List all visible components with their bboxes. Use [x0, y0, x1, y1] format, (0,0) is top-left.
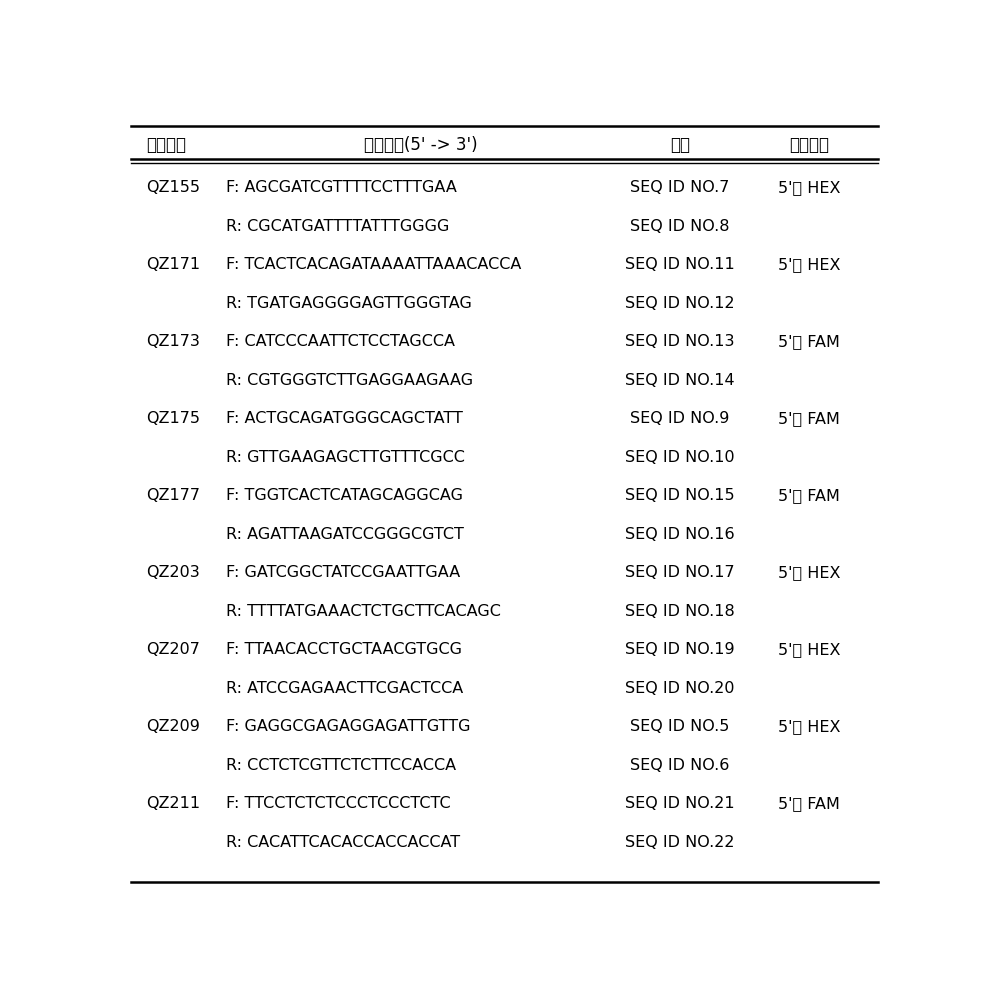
Text: R: TGATGAGGGGAGTTGGGTAG: R: TGATGAGGGGAGTTGGGTAG	[226, 296, 471, 311]
Text: R: CCTCTCGTTCTCTTCCACCA: R: CCTCTCGTTCTCTTCCACCA	[226, 758, 456, 773]
Text: F: TTCCTCTCTCCCTCCCTCTC: F: TTCCTCTCTCCCTCCCTCTC	[226, 796, 451, 811]
Text: SEQ ID NO.11: SEQ ID NO.11	[625, 257, 735, 272]
Text: QZ155: QZ155	[146, 180, 200, 195]
Text: SEQ ID NO.14: SEQ ID NO.14	[625, 373, 734, 388]
Text: QZ171: QZ171	[146, 257, 200, 272]
Text: SEQ ID NO.5: SEQ ID NO.5	[630, 719, 729, 734]
Text: 5'端 HEX: 5'端 HEX	[778, 180, 840, 195]
Text: SEQ ID NO.19: SEQ ID NO.19	[625, 642, 734, 657]
Text: 5'端 FAM: 5'端 FAM	[778, 796, 840, 811]
Text: F: GAGGCGAGAGGAGATTGTTG: F: GAGGCGAGAGGAGATTGTTG	[226, 719, 470, 734]
Text: QZ173: QZ173	[146, 334, 200, 349]
Text: SEQ ID NO.6: SEQ ID NO.6	[630, 758, 729, 773]
Text: SEQ ID NO.13: SEQ ID NO.13	[625, 334, 734, 349]
Text: SEQ ID NO.20: SEQ ID NO.20	[625, 681, 734, 696]
Text: QZ211: QZ211	[146, 796, 200, 811]
Text: SEQ ID NO.18: SEQ ID NO.18	[625, 604, 735, 619]
Text: 荧光标记: 荧光标记	[789, 136, 830, 154]
Text: F: CATCCCAATTCTCCTAGCCA: F: CATCCCAATTCTCCTAGCCA	[226, 334, 455, 349]
Text: QZ203: QZ203	[146, 565, 200, 580]
Text: F: TTAACACCTGCTAACGTGCG: F: TTAACACCTGCTAACGTGCG	[226, 642, 461, 657]
Text: R: TTTTATGAAACTCTGCTTCACAGC: R: TTTTATGAAACTCTGCTTCACAGC	[226, 604, 501, 619]
Text: R: CGCATGATTTTATTTGGGG: R: CGCATGATTTTATTTGGGG	[226, 219, 450, 234]
Text: R: CGTGGGTCTTGAGGAAGAAG: R: CGTGGGTCTTGAGGAAGAAG	[226, 373, 473, 388]
Text: 5'端 FAM: 5'端 FAM	[778, 334, 840, 349]
Text: 5'端 HEX: 5'端 HEX	[778, 257, 840, 272]
Text: 5'端 HEX: 5'端 HEX	[778, 719, 840, 734]
Text: 引物序列(5' -> 3'): 引物序列(5' -> 3')	[364, 136, 477, 154]
Text: R: CACATTCACACCACCACCAT: R: CACATTCACACCACCACCAT	[226, 835, 461, 850]
Text: QZ175: QZ175	[146, 411, 200, 426]
Text: SEQ ID NO.17: SEQ ID NO.17	[625, 565, 734, 580]
Text: R: AGATTAAGATCCGGGCGTCT: R: AGATTAAGATCCGGGCGTCT	[226, 527, 463, 542]
Text: 5'端 HEX: 5'端 HEX	[778, 565, 840, 580]
Text: R: ATCCGAGAACTTCGACTCCA: R: ATCCGAGAACTTCGACTCCA	[226, 681, 463, 696]
Text: SEQ ID NO.22: SEQ ID NO.22	[625, 835, 734, 850]
Text: F: TCACTCACAGATAAAATTAAACACCA: F: TCACTCACAGATAAAATTAAACACCA	[226, 257, 522, 272]
Text: 5'端 FAM: 5'端 FAM	[778, 488, 840, 503]
Text: QZ177: QZ177	[146, 488, 200, 503]
Text: QZ207: QZ207	[146, 642, 200, 657]
Text: SEQ ID NO.8: SEQ ID NO.8	[630, 219, 729, 234]
Text: F: GATCGGCTATCCGAATTGAA: F: GATCGGCTATCCGAATTGAA	[226, 565, 461, 580]
Text: 引物名称: 引物名称	[146, 136, 186, 154]
Text: SEQ ID NO.10: SEQ ID NO.10	[625, 450, 734, 465]
Text: SEQ ID NO.16: SEQ ID NO.16	[625, 527, 734, 542]
Text: 5'端 FAM: 5'端 FAM	[778, 411, 840, 426]
Text: SEQ ID NO.21: SEQ ID NO.21	[625, 796, 734, 811]
Text: SEQ ID NO.9: SEQ ID NO.9	[630, 411, 729, 426]
Text: 5'端 HEX: 5'端 HEX	[778, 642, 840, 657]
Text: R: GTTGAAGAGCTTGTTTCGCC: R: GTTGAAGAGCTTGTTTCGCC	[226, 450, 464, 465]
Text: SEQ ID NO.15: SEQ ID NO.15	[625, 488, 734, 503]
Text: F: AGCGATCGTTTTCCTTTGAA: F: AGCGATCGTTTTCCTTTGAA	[226, 180, 457, 195]
Text: SEQ ID NO.12: SEQ ID NO.12	[625, 296, 734, 311]
Text: 编号: 编号	[670, 136, 690, 154]
Text: F: TGGTCACTCATAGCAGGCAG: F: TGGTCACTCATAGCAGGCAG	[226, 488, 462, 503]
Text: F: ACTGCAGATGGGCAGCTATT: F: ACTGCAGATGGGCAGCTATT	[226, 411, 462, 426]
Text: QZ209: QZ209	[146, 719, 200, 734]
Text: SEQ ID NO.7: SEQ ID NO.7	[630, 180, 729, 195]
